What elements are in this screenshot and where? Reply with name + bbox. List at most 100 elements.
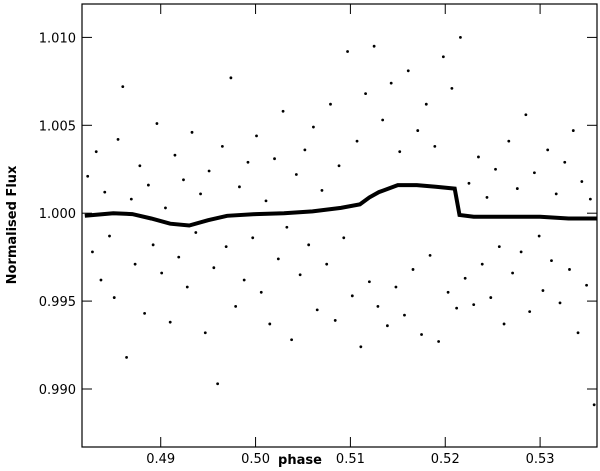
data-point [364, 92, 367, 96]
data-point [294, 173, 298, 176]
data-point [381, 118, 385, 122]
data-point [246, 160, 250, 164]
data-point [450, 86, 454, 90]
data-point [372, 44, 376, 48]
data-point [511, 271, 514, 275]
data-point [346, 50, 349, 53]
data-point [385, 324, 389, 328]
data-point [494, 167, 497, 171]
data-point [528, 310, 532, 314]
data-point [480, 262, 484, 266]
data-point [194, 231, 198, 234]
x-tick-label: 0.51 [336, 452, 365, 467]
data-point [433, 144, 437, 148]
data-point [333, 319, 337, 322]
x-axis-label: phase [278, 453, 322, 468]
data-point [185, 285, 189, 289]
data-point [428, 253, 432, 257]
data-point [94, 150, 98, 154]
data-point [406, 69, 410, 73]
data-point [112, 296, 116, 299]
data-point [177, 255, 181, 259]
data-point [411, 268, 415, 271]
data-point [485, 195, 489, 199]
data-point [259, 290, 263, 294]
data-point [558, 301, 562, 305]
data-point [212, 266, 216, 270]
y-tick-label: 1.000 [39, 207, 76, 222]
data-point [224, 245, 228, 248]
data-point [502, 322, 506, 326]
data-point [533, 171, 536, 175]
data-point [143, 311, 146, 315]
data-point [242, 278, 246, 282]
data-point [86, 174, 90, 178]
data-point [568, 268, 571, 271]
data-point [108, 234, 111, 238]
y-tick-label: 1.010 [39, 31, 76, 46]
data-point [307, 243, 311, 247]
data-point [207, 169, 211, 173]
data-point [173, 153, 177, 157]
data-point [580, 180, 584, 183]
data-point [376, 304, 380, 308]
data-point [446, 290, 450, 294]
data-point [216, 382, 220, 386]
data-point [441, 55, 445, 59]
data-point [203, 331, 207, 335]
data-point [298, 273, 302, 277]
data-point [320, 188, 324, 192]
x-tick-label: 0.50 [241, 452, 270, 467]
data-point [585, 283, 588, 287]
data-point [303, 148, 307, 152]
data-point [359, 345, 363, 349]
data-point [424, 102, 428, 106]
data-point [489, 296, 493, 299]
data-point [315, 308, 319, 312]
data-point [550, 259, 553, 263]
data-point [337, 164, 341, 168]
data-point [220, 144, 224, 148]
data-point [420, 333, 423, 336]
data-point [394, 285, 398, 289]
y-axis-label: Normalised Flux [5, 165, 20, 284]
data-point [389, 81, 393, 85]
data-point [467, 181, 471, 185]
data-point [463, 276, 467, 280]
data-point [367, 280, 371, 284]
y-tick-label: 0.990 [39, 383, 76, 398]
data-point [350, 294, 354, 298]
data-point [199, 192, 202, 196]
data-point [290, 338, 294, 342]
data-point [588, 197, 592, 201]
y-tick-label: 0.995 [39, 295, 76, 310]
data-point [554, 192, 558, 196]
x-tick-label: 0.52 [431, 452, 460, 467]
data-point [229, 76, 233, 80]
data-point [155, 122, 159, 125]
data-point [182, 178, 185, 182]
data-point [546, 148, 550, 152]
data-point [325, 262, 329, 266]
x-tick-label: 0.49 [146, 452, 175, 467]
data-point [276, 257, 280, 261]
data-point [592, 403, 596, 407]
data-point [497, 245, 501, 248]
data-point [91, 250, 94, 254]
data-point [273, 157, 276, 161]
data-point [268, 322, 272, 326]
data-point [121, 85, 125, 89]
data-point [563, 160, 567, 164]
data-point [238, 185, 241, 189]
data-point [138, 164, 142, 168]
data-point [264, 199, 268, 203]
data-point [146, 183, 150, 187]
data-point [519, 250, 523, 254]
data-point [99, 278, 103, 282]
data-point [477, 155, 480, 159]
data-point [355, 139, 359, 143]
data-point [129, 197, 133, 201]
y-tick-label: 1.005 [39, 119, 76, 134]
